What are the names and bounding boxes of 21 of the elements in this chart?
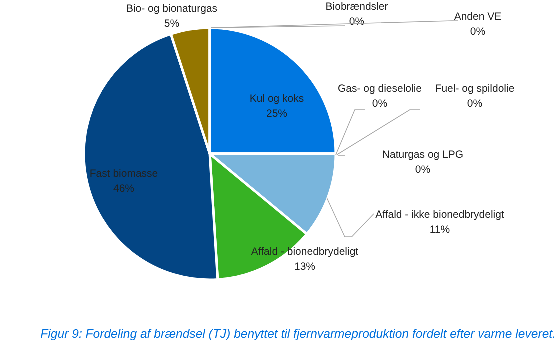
text: 0%: [470, 26, 486, 38]
text: 0%: [349, 16, 365, 28]
data-label: 11%: [430, 224, 450, 236]
text: 0%: [372, 98, 388, 110]
text: Figur 9: Fordeling af brændsel (TJ) benyttet til fjernvarmeproduktion fordelt efter varme leveret.: [40, 327, 556, 341]
text: 0%: [415, 164, 431, 176]
category-label: Gas- og dieselolie: [338, 83, 422, 95]
slice-label: Bio- og bionaturgas: [126, 3, 218, 15]
slice-label: Kul og koks: [250, 93, 304, 105]
data-label: 25%: [266, 108, 288, 120]
category-label: Anden VE: [454, 11, 502, 23]
data-label: 13%: [294, 261, 316, 273]
category-label: Biobrændsler: [326, 1, 388, 13]
category-label: Naturgas og LPG: [382, 149, 464, 161]
data-label: 5%: [164, 18, 180, 30]
slice-label: Affald - ikke bionedbrydeligt: [376, 209, 504, 221]
slice-label: Affald - bionedbrydeligt: [251, 246, 359, 258]
slice-label: Fast biomasse: [90, 168, 158, 180]
data-label: 46%: [113, 183, 135, 195]
category-label: Fuel- og spildolie: [435, 83, 515, 95]
text: 0%: [467, 98, 483, 110]
